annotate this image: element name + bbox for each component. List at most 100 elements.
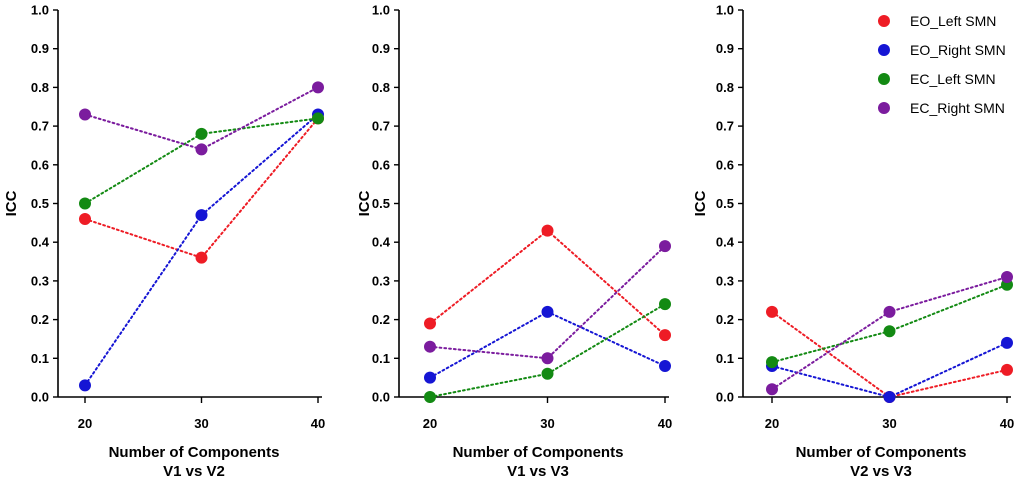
y-tick-label: 0.3 (31, 273, 49, 288)
data-point (1001, 336, 1013, 349)
series-line (771, 310, 1008, 399)
series-line (771, 283, 1008, 364)
y-tick-label: 0.4 (716, 235, 735, 250)
data-point (541, 224, 554, 237)
data-point (195, 251, 208, 264)
y-tick-label: 0.1 (31, 351, 49, 366)
data-point (424, 317, 436, 330)
y-tick-label: 1.0 (716, 3, 734, 18)
x-axis-subtitle: V1 vs V2 (163, 463, 225, 480)
series-line (429, 229, 666, 337)
chart-panel-2: 0.0 0.1 0.2 0.3 0.4 0.5 0.6 0.7 0.8 0.9 1.0 20 30 40 N… (356, 3, 672, 481)
y-tick-label: 0.9 (716, 41, 734, 56)
data-point (424, 391, 436, 403)
x-tick-label: 30 (194, 416, 208, 431)
y-tick-label: 0.0 (372, 390, 390, 405)
x-axis-subtitle: V1 vs V3 (507, 463, 569, 480)
legend-label: EC_Right SMN (910, 100, 1005, 116)
y-tick-label: 0.0 (716, 390, 734, 405)
series-line (84, 86, 319, 151)
chart-panel-1: 0.0 0.1 0.2 0.3 0.4 0.5 0.6 0.7 0.8 0.9 1.0 20 30 40 N… (3, 3, 325, 481)
x-axis-title: Number of Components (796, 444, 967, 461)
data-point (1001, 271, 1013, 284)
y-tick-label: 0.8 (372, 80, 390, 95)
y-tick-label: 0.8 (31, 80, 49, 95)
y-tick-label: 0.9 (372, 41, 390, 56)
x-tick-label: 20 (423, 416, 437, 431)
y-tick-label: 0.4 (372, 235, 391, 250)
data-point (541, 352, 554, 365)
y-tick-label: 1.0 (372, 3, 390, 18)
data-point (79, 212, 91, 225)
data-point (79, 379, 91, 392)
legend-marker (878, 102, 890, 114)
x-axis-title: Number of Components (453, 444, 624, 461)
y-tick-label: 0.6 (716, 157, 734, 172)
data-point (659, 329, 671, 342)
x-tick-label: 30 (540, 416, 554, 431)
legend-label: EO_Right SMN (910, 42, 1006, 58)
y-tick-label: 0.6 (31, 157, 49, 172)
y-tick-label: 0.2 (716, 312, 734, 327)
data-point (312, 81, 324, 94)
data-point (79, 197, 91, 210)
data-point (312, 112, 324, 125)
legend-label: EC_Left SMN (910, 71, 996, 87)
x-tick-label: 20 (765, 416, 779, 431)
x-tick-label: 40 (311, 416, 325, 431)
y-tick-label: 0.8 (716, 80, 734, 95)
y-tick-label: 1.0 (31, 3, 49, 18)
y-tick-label: 0.9 (31, 41, 49, 56)
data-point (766, 356, 778, 369)
data-point (1001, 363, 1013, 376)
y-tick-label: 0.0 (31, 390, 49, 405)
data-point (79, 108, 91, 121)
y-tick-label: 0.4 (31, 235, 50, 250)
data-point (424, 371, 436, 384)
data-point (195, 127, 208, 140)
data-point (195, 209, 208, 222)
y-axis-title: ICC (356, 190, 373, 216)
data-point (541, 367, 554, 380)
y-tick-label: 0.1 (716, 351, 734, 366)
data-point (659, 360, 671, 373)
y-tick-label: 0.7 (372, 119, 390, 134)
data-point (766, 305, 778, 318)
y-tick-label: 0.5 (31, 196, 49, 211)
legend-marker (878, 73, 890, 85)
data-point (541, 305, 554, 318)
y-tick-label: 0.2 (31, 312, 49, 327)
y-tick-label: 0.3 (372, 273, 390, 288)
legend-marker (878, 44, 890, 56)
y-tick-label: 0.1 (372, 351, 390, 366)
data-point (883, 391, 896, 403)
legend: EO_Left SMN EO_Right SMN EC_Left SMN EC_Rig… (878, 13, 1006, 116)
data-point (766, 383, 778, 396)
y-tick-label: 0.7 (31, 119, 49, 134)
y-tick-label: 0.3 (716, 273, 734, 288)
legend-label: EO_Left SMN (910, 13, 996, 29)
x-tick-label: 30 (882, 416, 896, 431)
data-point (195, 143, 208, 156)
y-axis-title: ICC (692, 190, 709, 216)
data-point (659, 240, 671, 253)
series-line (771, 341, 1008, 399)
data-point (424, 340, 436, 353)
y-tick-label: 0.7 (716, 119, 734, 134)
x-tick-label: 40 (658, 416, 672, 431)
series-line (429, 245, 666, 360)
y-tick-label: 0.6 (372, 157, 390, 172)
x-axis-title: Number of Components (109, 444, 280, 461)
y-tick-label: 0.5 (372, 196, 390, 211)
x-tick-label: 40 (1000, 416, 1014, 431)
y-axis-title: ICC (3, 190, 20, 216)
data-point (883, 325, 896, 338)
chart-panel-3: 0.0 0.1 0.2 0.3 0.4 0.5 0.6 0.7 0.8 0.9 1.0 20 30 40 N… (692, 3, 1014, 481)
y-tick-label: 0.2 (372, 312, 390, 327)
data-point (659, 298, 671, 311)
x-axis-subtitle: V2 vs V3 (850, 463, 912, 480)
y-tick-label: 0.5 (716, 196, 734, 211)
data-point (883, 305, 896, 318)
legend-marker (878, 15, 890, 27)
